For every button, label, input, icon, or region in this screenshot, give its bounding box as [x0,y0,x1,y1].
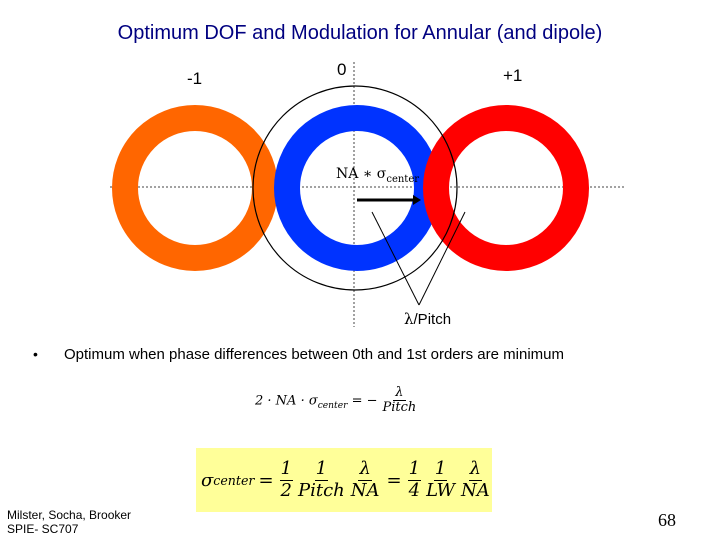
eq1-denominator: Pitch [382,400,417,416]
credits-course: SPIE- SC707 [7,522,79,536]
plus-one-order-label: +1 [503,66,522,85]
bullet-marker: • [33,346,38,362]
eq2-frac-2: 1 Pitch [298,457,345,501]
zero-order-ring [274,105,440,271]
eq2-frac-6: λ NA [460,457,490,501]
eq1-equals: = [351,393,363,409]
eq2-frac-3: λ NA [350,457,380,501]
slide-title: Optimum DOF and Modulation for Annular (… [117,22,603,44]
minus-one-order-ring [112,105,278,271]
na-sigma-base: NA ∗ σ [336,166,387,182]
equation-optimum-condition: 2 · NA · σcenter = − λ Pitch [255,385,421,416]
eq2-sigma-subscript: center [213,472,255,488]
pitch-bracket-left-line [371,211,420,306]
eq2-frac-5: 1 LW [426,457,455,501]
na-sigma-subscript: center [386,174,419,185]
lambda-symbol: λ [404,310,414,328]
na-sigma-center-label: NA ∗ σcenter [336,166,419,185]
sigma-center-arrowhead [413,195,421,205]
pupil-circle [252,85,458,291]
credits-authors: Milster, Socha, Brooker [7,508,132,522]
eq1-numerator: λ [393,385,406,402]
eq2-equals-2: = [386,469,402,491]
eq2-equals-1: = [258,469,274,491]
minus-one-order-label: -1 [187,69,202,88]
diffraction-order-diagram: -1 0 +1 NA ∗ σcenter λ/Pitch [110,60,625,328]
pitch-text: /Pitch [414,311,452,328]
bullet-text: Optimum when phase differences between 0… [64,346,564,363]
page-number: 68 [658,510,676,530]
author-credits: Milster, Socha, Brooker SPIE- SC707 [7,508,131,536]
eq1-fraction: λ Pitch [381,385,419,416]
lambda-over-pitch-label: λ/Pitch [404,310,451,328]
eq2-sigma: σ [201,469,214,491]
plus-one-order-ring [423,105,589,271]
eq1-lhs-subscript: center [317,400,348,411]
pitch-bracket-right-line [418,211,466,306]
eq1-minus: − [366,393,378,409]
zero-order-label: 0 [337,60,346,79]
eq1-lhs: 2 · NA · σ [255,393,318,409]
